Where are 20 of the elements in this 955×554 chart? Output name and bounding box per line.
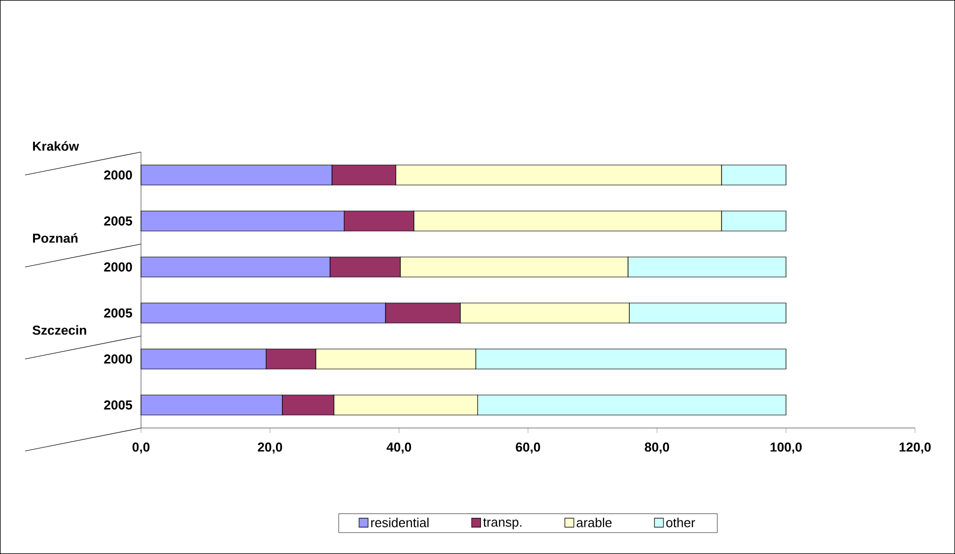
x-tick-label: 60,0 [516, 442, 540, 454]
legend-label: residential [371, 518, 429, 528]
x-tick-label: 80,0 [644, 442, 670, 454]
y-tick-label: 2000 [104, 170, 132, 180]
text: Szczecin [32, 325, 86, 335]
y-tick-label: 2000 [104, 354, 132, 364]
text: Kraków [33, 141, 80, 151]
x-tick-label: 20,0 [258, 442, 282, 454]
x-tick-label: 120,0 [900, 442, 931, 454]
legend-label: other [666, 518, 696, 528]
text: Poznań [33, 233, 78, 243]
y-tick-label: 2005 [104, 216, 132, 226]
x-tick-label: 0,0 [132, 442, 150, 454]
x-tick-label: 40,0 [386, 442, 412, 454]
legend-label: transp. [483, 518, 522, 530]
x-tick-label: 100,0 [770, 442, 802, 454]
legend-label: arable [576, 518, 612, 528]
y-tick-label: 2005 [104, 308, 132, 318]
y-tick-label: 2005 [104, 400, 132, 410]
y-tick-label: 2000 [104, 262, 132, 272]
